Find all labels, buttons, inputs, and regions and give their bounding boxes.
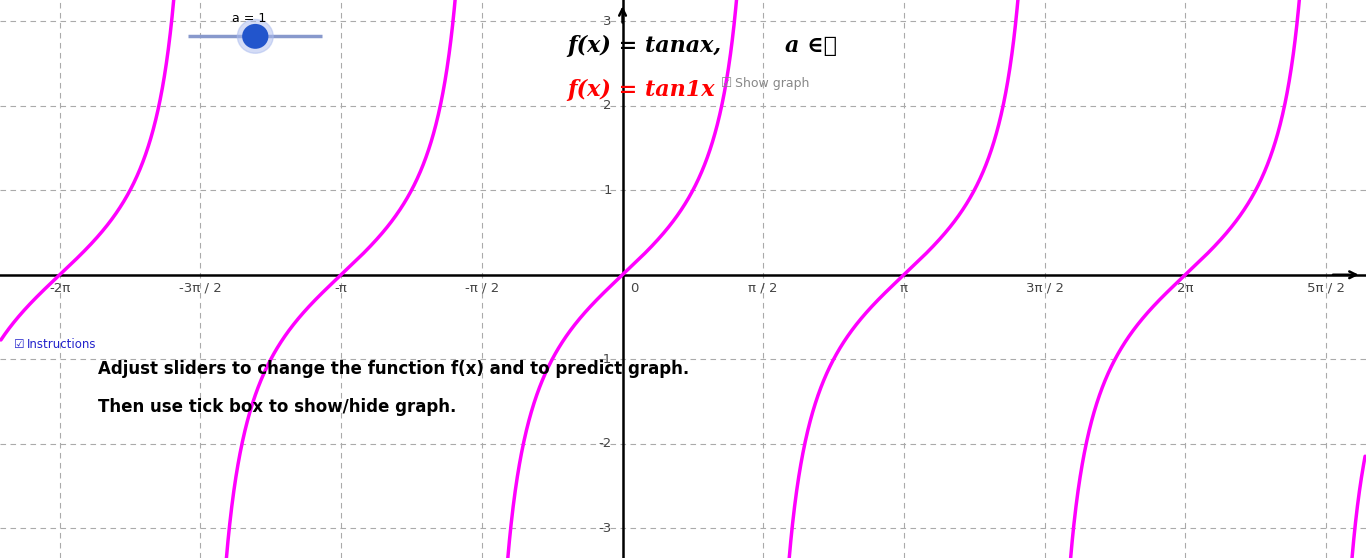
- Circle shape: [238, 20, 273, 53]
- Text: a ∈ℝ: a ∈ℝ: [785, 35, 837, 56]
- Text: 2π: 2π: [1177, 282, 1194, 295]
- Text: Show graph: Show graph: [735, 77, 809, 90]
- Text: 5π / 2: 5π / 2: [1307, 282, 1346, 295]
- Circle shape: [243, 25, 268, 48]
- Text: -3π / 2: -3π / 2: [179, 282, 221, 295]
- Text: a = 1: a = 1: [232, 12, 266, 25]
- Text: Adjust sliders to change the function f(x) and to predict graph.: Adjust sliders to change the function f(…: [98, 360, 690, 378]
- Text: -π: -π: [335, 282, 347, 295]
- Text: 2: 2: [604, 99, 612, 112]
- Text: Then use tick box to show/hide graph.: Then use tick box to show/hide graph.: [98, 398, 456, 416]
- Text: ☑: ☑: [721, 77, 732, 90]
- Text: -2: -2: [598, 437, 612, 450]
- Text: Instructions: Instructions: [27, 338, 97, 350]
- Text: 3: 3: [604, 15, 612, 28]
- Text: 0: 0: [630, 282, 638, 295]
- Text: -1: -1: [598, 353, 612, 366]
- Text: -3: -3: [598, 522, 612, 535]
- Text: -2π: -2π: [49, 282, 71, 295]
- Text: f(x) = tan1x: f(x) = tan1x: [567, 79, 714, 102]
- Text: f(x) = tanax,: f(x) = tanax,: [567, 35, 721, 57]
- Text: π: π: [900, 282, 908, 295]
- Text: 1: 1: [604, 184, 612, 197]
- Text: 3π / 2: 3π / 2: [1026, 282, 1064, 295]
- Text: ☑: ☑: [14, 338, 25, 350]
- Text: π / 2: π / 2: [749, 282, 779, 295]
- Text: -π / 2: -π / 2: [464, 282, 499, 295]
